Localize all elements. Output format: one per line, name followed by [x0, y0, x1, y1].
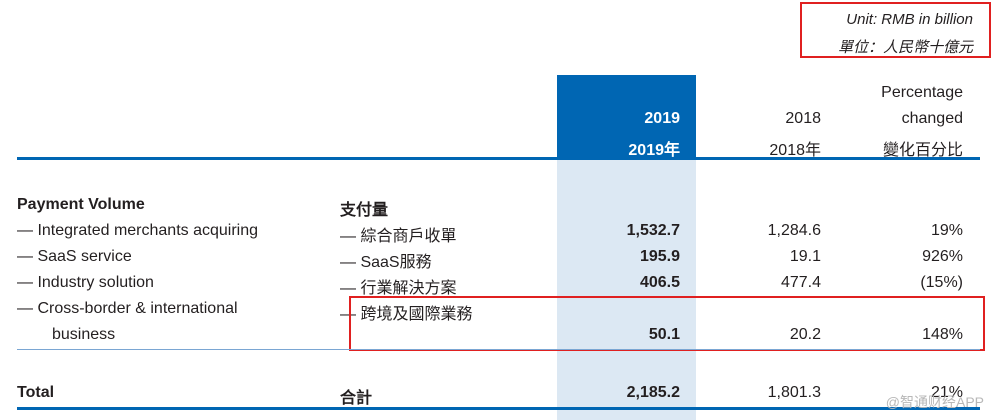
header-2018-zh: 2018年 — [769, 142, 821, 159]
unit-highlight-box: Unit: RMB in billion 單位：人民幣十億元 — [800, 2, 991, 58]
watermark: @智通财经APP — [885, 394, 984, 410]
column-2019-background — [557, 160, 696, 420]
row-label-zh: — 跨境及國際業務 — [340, 306, 473, 323]
header-rule — [17, 157, 980, 160]
row-value-2019: 406.5 — [639, 274, 680, 291]
row-value-2018: 477.4 — [780, 274, 821, 291]
row-value-2018: 20.2 — [789, 326, 821, 343]
row-value-2018: 19.1 — [789, 248, 821, 265]
total-value-2019: 2,185.2 — [626, 384, 680, 401]
row-value-2018: 1,284.6 — [767, 222, 821, 239]
row-label-zh: — SaaS服務 — [340, 254, 432, 271]
header-percentage-zh: 變化百分比 — [882, 142, 963, 159]
total-value-2018: 1,801.3 — [767, 384, 821, 401]
row-label-en-continued: business — [52, 326, 116, 343]
row-value-2019: 50.1 — [648, 326, 680, 343]
header-changed: changed — [901, 110, 963, 127]
header-2019-zh: 2019年 — [628, 142, 680, 159]
unit-english: Unit: RMB in billion — [846, 11, 973, 28]
row-label-en: — Integrated merchants acquiring — [17, 222, 259, 239]
row-highlight-box — [349, 296, 985, 351]
row-value-2019: 1,532.7 — [626, 222, 680, 239]
row-label-en: — Industry solution — [17, 274, 154, 291]
row-label-zh: — 綜合商戶收單 — [340, 228, 457, 245]
unit-chinese: 單位：人民幣十億元 — [837, 39, 973, 56]
section-title-en: Payment Volume — [17, 196, 145, 213]
subtotal-rule — [17, 349, 980, 350]
row-label-en: — SaaS service — [17, 248, 132, 265]
row-value-pct: 19% — [930, 222, 963, 239]
row-value-pct: 148% — [922, 326, 963, 343]
header-percentage: Percentage — [881, 84, 963, 101]
total-label-zh: 合計 — [340, 390, 373, 407]
total-label-en: Total — [17, 384, 55, 401]
total-value-pct: 21% — [930, 384, 963, 401]
total-rule — [17, 407, 980, 410]
row-value-pct: 926% — [922, 248, 963, 265]
row-value-2019: 195.9 — [639, 248, 680, 265]
header-2018: 2018 — [785, 110, 821, 127]
row-label-en: — Cross-border & international — [17, 300, 238, 317]
section-title-zh: 支付量 — [340, 202, 389, 219]
row-value-pct: (15%) — [920, 274, 963, 291]
header-2019: 2019 — [644, 110, 680, 127]
column-2019-header-background — [557, 75, 696, 160]
row-label-zh: — 行業解決方案 — [340, 280, 457, 297]
